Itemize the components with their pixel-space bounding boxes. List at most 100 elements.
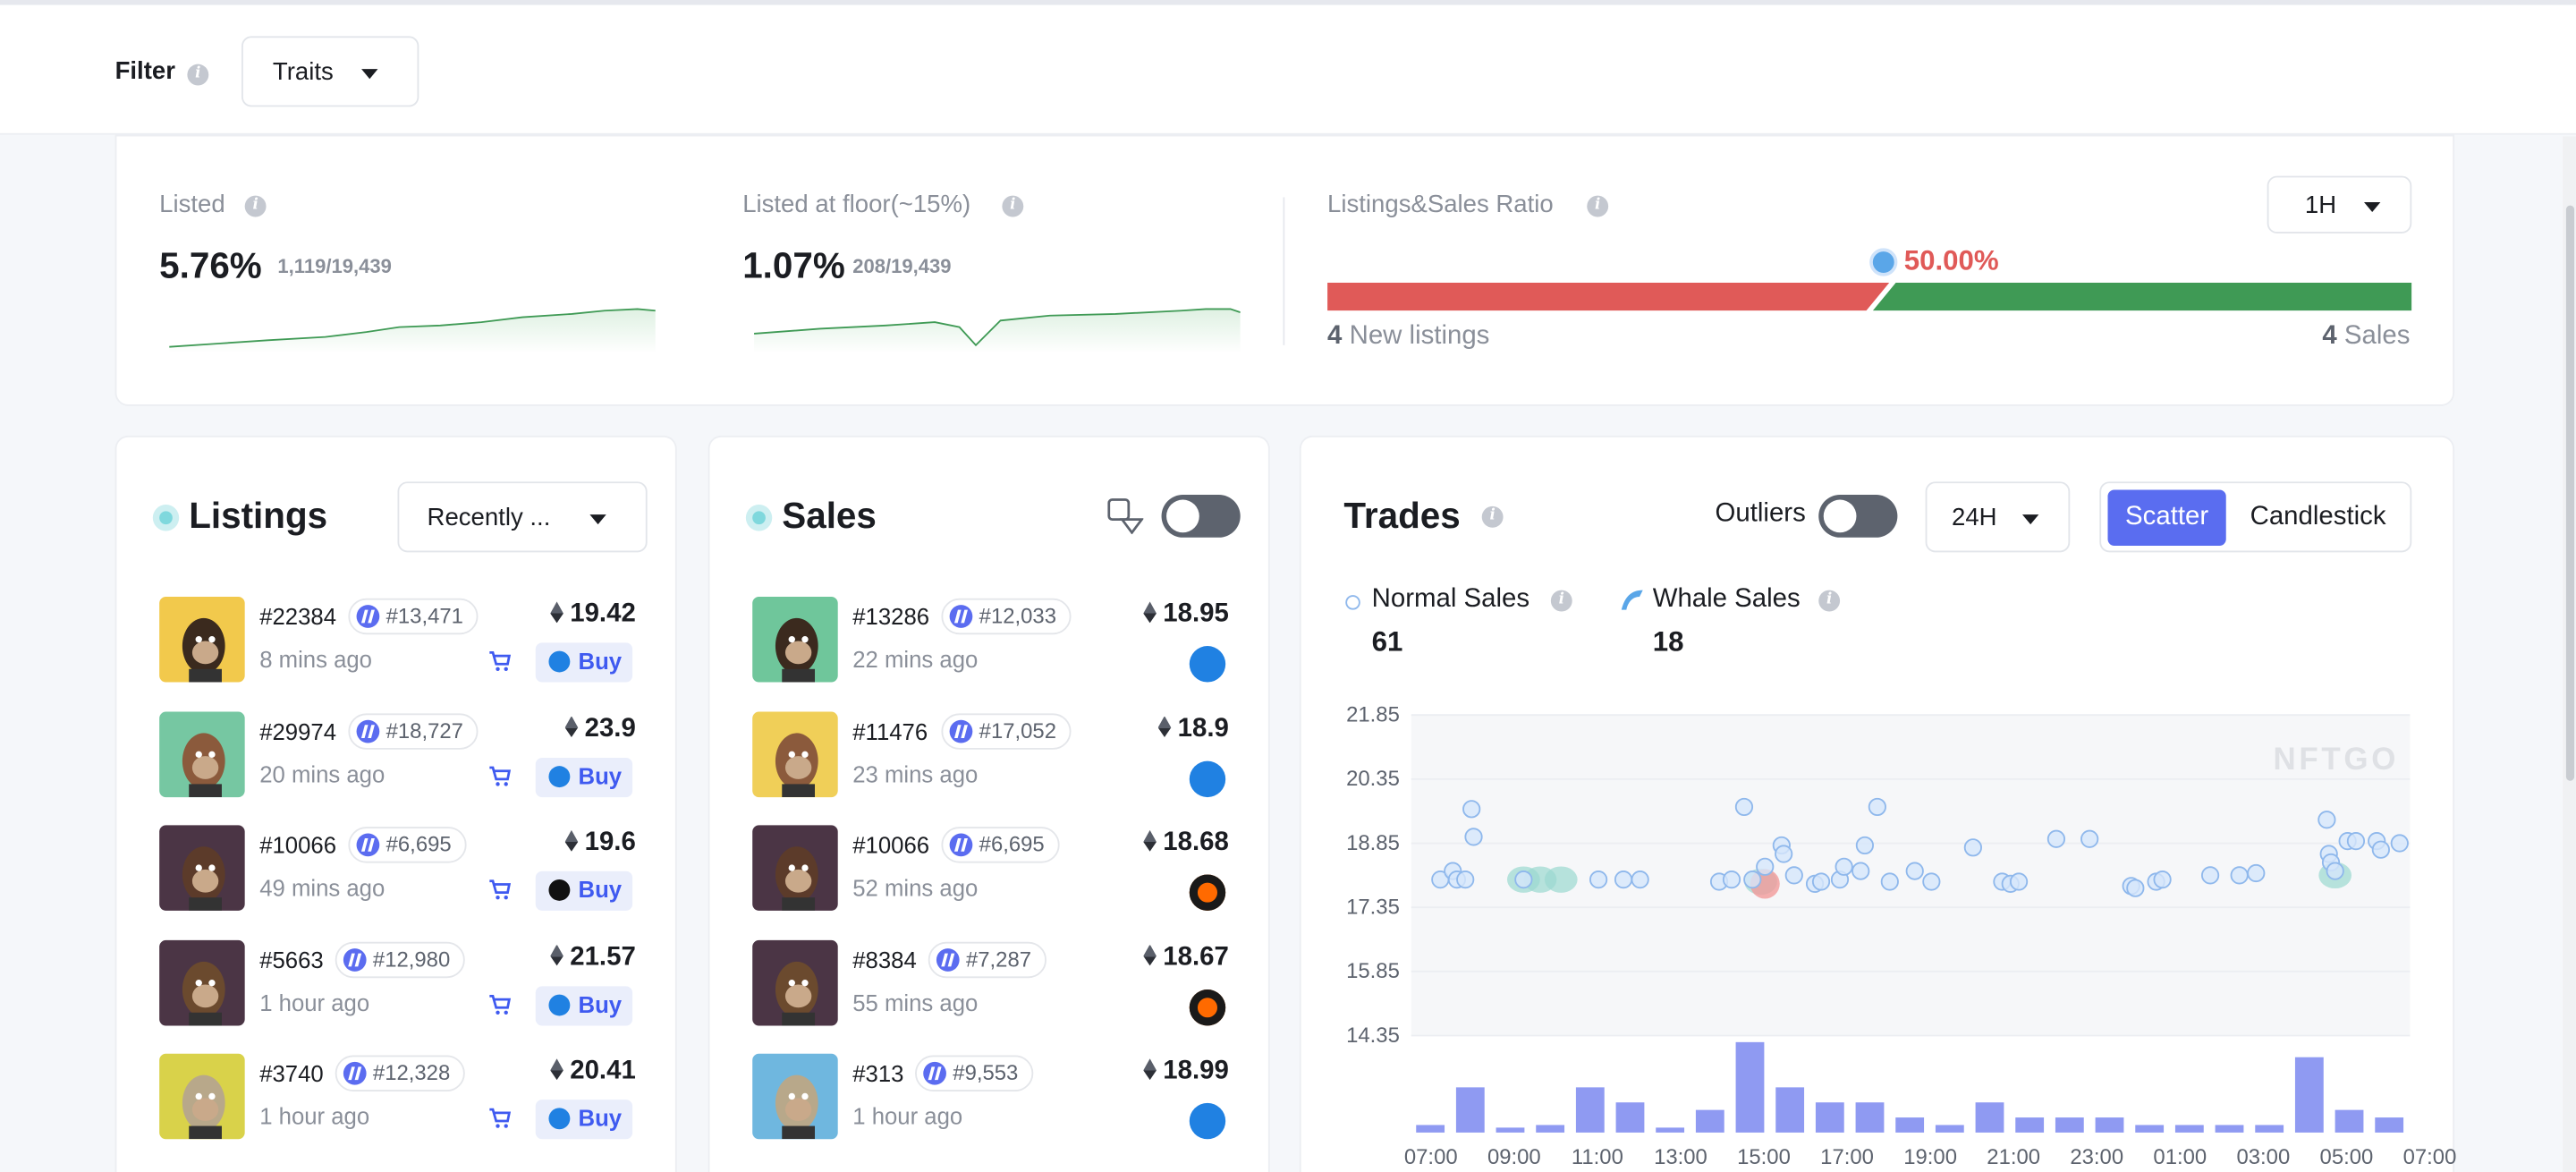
listing-row[interactable]: #3740 #12,328 1 hour ago 20.41 Buy <box>159 1053 636 1152</box>
scrollbar-thumb[interactable] <box>2565 205 2575 781</box>
rarity-rank-badge: #12,328 <box>335 1055 465 1091</box>
rarity-icon <box>343 947 367 971</box>
listings-sort-dropdown[interactable]: Recently ... <box>397 481 648 553</box>
sale-point <box>2126 879 2145 897</box>
nft-thumbnail[interactable] <box>752 1053 838 1140</box>
filter-info-icon[interactable]: i <box>187 64 209 86</box>
volume-bar <box>2375 1117 2404 1133</box>
token-id: #8384 <box>852 946 917 972</box>
nft-thumbnail[interactable] <box>159 825 245 911</box>
nft-thumbnail[interactable] <box>752 710 838 797</box>
trades-info-icon[interactable]: i <box>1481 505 1504 528</box>
token-id: #29974 <box>259 717 337 744</box>
sale-point <box>2009 872 2029 891</box>
listing-row[interactable]: #5663 #12,980 1 hour ago 21.57 Buy <box>159 939 636 1038</box>
add-to-cart-icon[interactable] <box>487 650 512 673</box>
price-value: 18.67 <box>1163 942 1229 971</box>
add-to-cart-icon[interactable] <box>487 992 512 1015</box>
sale-row[interactable]: #13286 #12,033 22 mins ago 18.95 <box>752 596 1229 695</box>
rarity-icon <box>343 1061 367 1085</box>
volume-bar <box>1536 1125 1565 1133</box>
listing-row[interactable]: #29974 #18,727 20 mins ago 23.9 Buy <box>159 710 636 810</box>
nft-thumbnail[interactable] <box>159 596 245 683</box>
nft-thumbnail[interactable] <box>752 825 838 911</box>
sale-row[interactable]: #11476 #17,052 23 mins ago 18.9 <box>752 710 1229 810</box>
nft-thumbnail[interactable] <box>752 596 838 683</box>
normal-sales-info-icon[interactable]: i <box>1550 590 1572 612</box>
volume-bar <box>1775 1087 1805 1133</box>
eth-icon <box>564 716 579 738</box>
x-tick-label: 05:00 <box>2320 1145 2374 1169</box>
blur-icon[interactable] <box>1189 989 1226 1025</box>
buy-button[interactable]: Buy <box>535 1100 633 1140</box>
x-tick-label: 15:00 <box>1737 1145 1791 1169</box>
blur-icon[interactable] <box>1189 874 1226 911</box>
scatter-view-button[interactable]: Scatter <box>2107 489 2226 546</box>
trades-period-dropdown[interactable]: 24H <box>1925 481 2071 553</box>
listing-row[interactable]: #22384 #13,471 8 mins ago 19.42 Buy <box>159 596 636 695</box>
nft-thumbnail[interactable] <box>159 939 245 1025</box>
sale-point <box>1462 800 1481 819</box>
whale-sale-point <box>1544 866 1578 893</box>
listing-row[interactable]: #10066 #6,695 49 mins ago 19.6 Buy <box>159 825 636 923</box>
outliers-toggle[interactable] <box>1818 495 1898 538</box>
opensea-icon[interactable] <box>1189 1102 1226 1140</box>
chevron-down-icon <box>589 514 606 524</box>
ratio-period-dropdown[interactable]: 1H <box>2267 175 2412 234</box>
volume-bar <box>1895 1117 1925 1133</box>
price: 18.95 <box>1143 600 1229 630</box>
volume-bar <box>1656 1127 1685 1133</box>
ratio-info-icon[interactable]: i <box>1587 195 1609 217</box>
rarity-icon <box>949 833 973 857</box>
x-tick-label: 01:00 <box>2153 1145 2207 1169</box>
sale-point <box>1631 871 1649 889</box>
rarity-rank: #12,033 <box>979 603 1056 628</box>
y-tick-label: 17.35 <box>1346 896 1400 920</box>
listed-info-icon[interactable]: i <box>244 195 267 217</box>
nft-thumbnail[interactable] <box>752 939 838 1025</box>
rarity-rank: #12,980 <box>372 946 451 971</box>
nft-thumbnail[interactable] <box>159 710 245 797</box>
sales-toggle[interactable] <box>1161 495 1241 538</box>
ratio-period-label: 1H <box>2304 191 2337 219</box>
buy-button[interactable]: Buy <box>535 871 633 911</box>
sale-row[interactable]: #10066 #6,695 52 mins ago 18.68 <box>752 825 1229 923</box>
listed-value: 5.76% <box>159 244 262 286</box>
add-to-cart-icon[interactable] <box>487 1107 512 1130</box>
add-to-cart-icon[interactable] <box>487 763 512 786</box>
eth-icon <box>550 601 564 624</box>
volume-bar <box>1416 1125 1445 1133</box>
buy-button[interactable]: Buy <box>535 642 633 683</box>
token-id: #3740 <box>259 1060 324 1087</box>
x-tick-label: 07:00 <box>1404 1145 1458 1169</box>
volume-bar <box>2255 1125 2284 1133</box>
sale-row[interactable]: #8384 #7,287 55 mins ago 18.67 <box>752 939 1229 1038</box>
volume-bar <box>2334 1109 2364 1133</box>
sale-point <box>2153 871 2172 889</box>
traits-dropdown[interactable]: Traits <box>241 36 419 107</box>
price-value: 18.68 <box>1163 828 1229 857</box>
x-tick-label: 09:00 <box>1487 1145 1541 1169</box>
filter-label: Filter <box>114 57 175 86</box>
volume-bar <box>1695 1109 1724 1133</box>
price: 18.99 <box>1143 1057 1229 1086</box>
whale-sales-info-icon[interactable]: i <box>1818 590 1841 612</box>
sale-row[interactable]: #313 #9,553 1 hour ago 18.99 <box>752 1053 1229 1152</box>
opensea-icon[interactable] <box>1189 646 1226 683</box>
buy-button[interactable]: Buy <box>535 757 633 797</box>
nft-thumbnail[interactable] <box>159 1053 245 1140</box>
buy-button[interactable]: Buy <box>535 985 633 1025</box>
whale-sales-label: Whale Sales <box>1652 585 1801 614</box>
opensea-icon[interactable] <box>1189 760 1226 797</box>
candlestick-view-button[interactable]: Candlestick <box>2250 503 2386 531</box>
sales-text: 4 Sales <box>2322 322 2410 352</box>
swap-icon[interactable] <box>1107 498 1144 535</box>
trades-chart[interactable]: 21.85 20.35 18.85 17.35 15.85 14.35 NFTGO 07:00… <box>1301 692 2456 1172</box>
price-value: 20.41 <box>570 1057 636 1085</box>
trades-period-label: 24H <box>1951 503 1997 531</box>
volume-bar <box>2215 1125 2244 1133</box>
add-to-cart-icon[interactable] <box>487 878 512 901</box>
sales-count: 4 <box>2322 322 2337 351</box>
floor-info-icon[interactable]: i <box>1002 195 1024 217</box>
price-value: 18.99 <box>1163 1057 1229 1085</box>
